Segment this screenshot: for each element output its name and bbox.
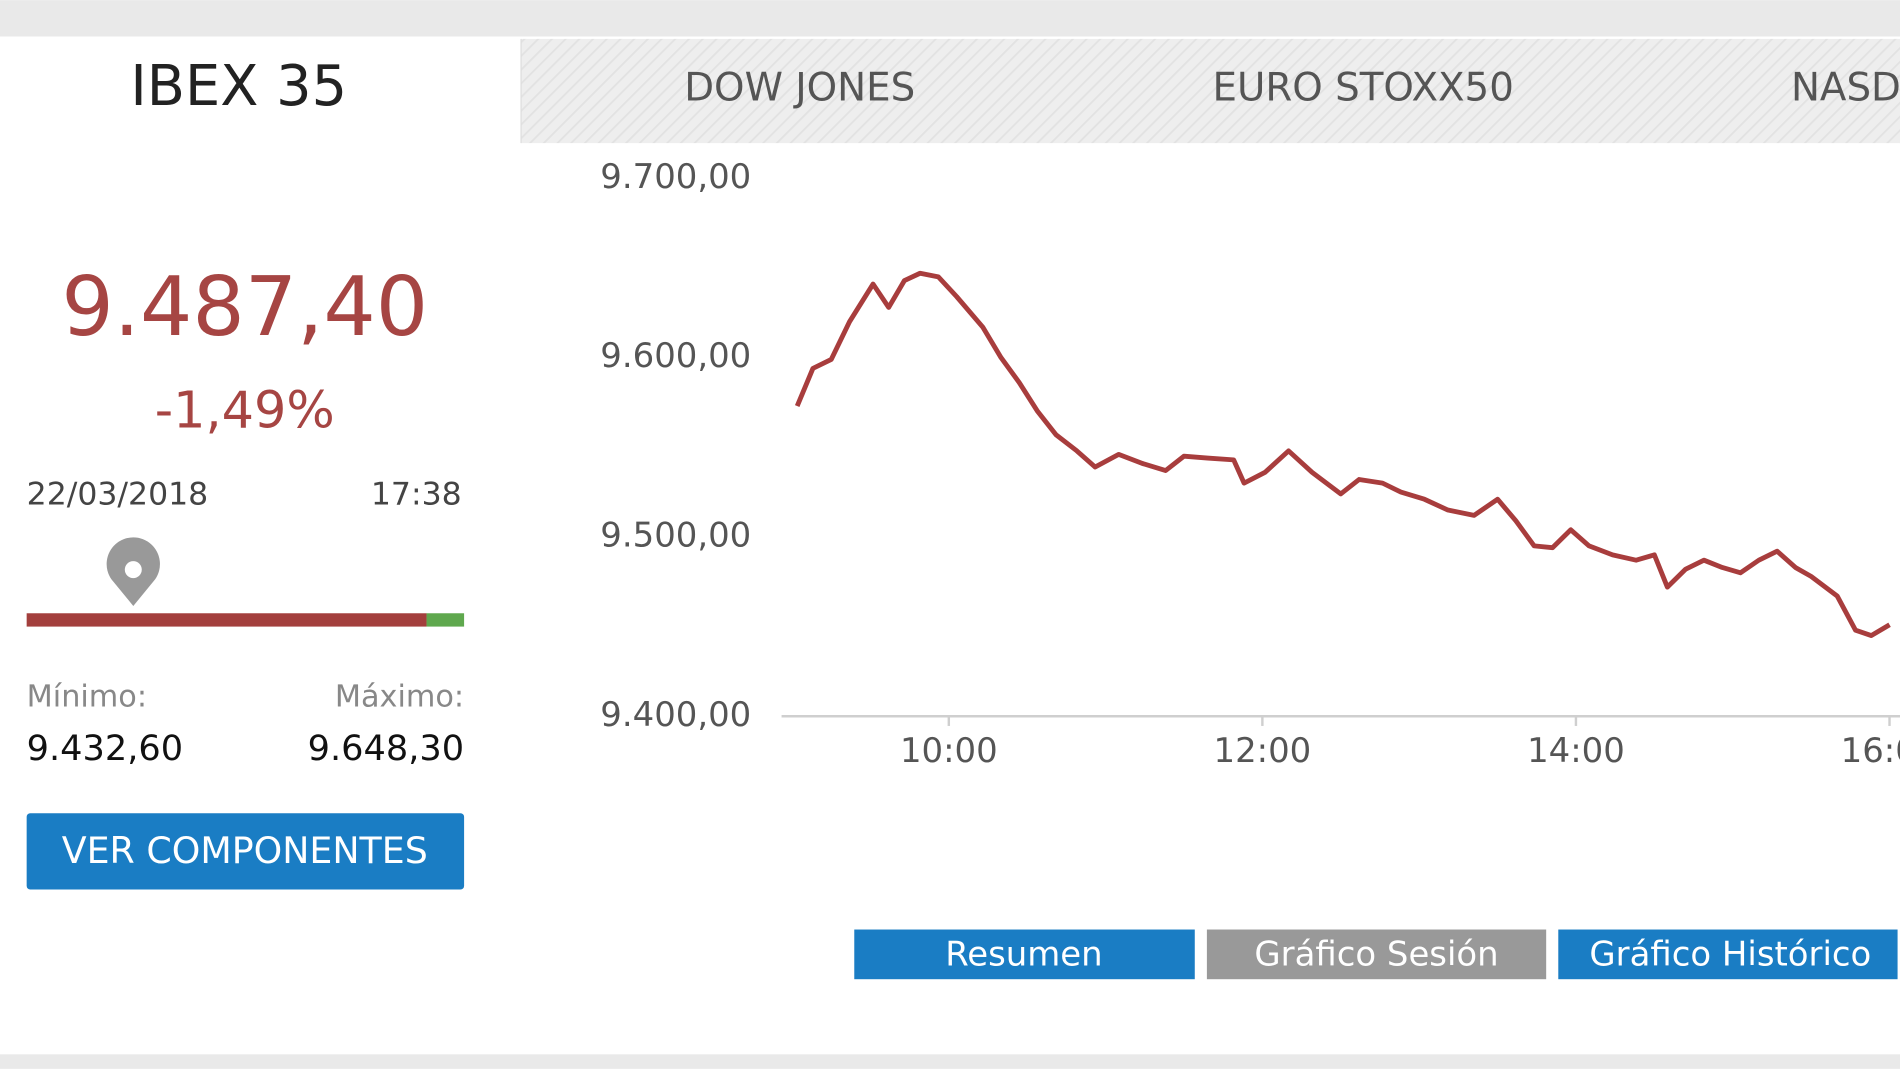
price-line (794, 270, 1891, 638)
tab[interactable]: EURO STOXX50 (1212, 65, 1513, 110)
tab[interactable]: DOW JONES (684, 65, 915, 110)
bottom-strip (0, 1054, 1900, 1069)
tab-bar (521, 38, 1900, 144)
x-tick-label: 16:00 (1841, 731, 1900, 770)
y-tick-label: 9.700,00 (600, 157, 751, 196)
active-tab[interactable]: IBEX 35 (130, 54, 347, 119)
x-tick-label: 10:00 (900, 731, 998, 770)
chart-button-label[interactable]: Gráfico Histórico (1589, 935, 1871, 974)
range-bar (26, 613, 427, 627)
tab[interactable]: NASDAQ (1791, 65, 1900, 110)
price: 9.487,40 (61, 260, 428, 355)
change: -1,49% (155, 381, 335, 440)
range-bar-up (426, 613, 465, 627)
components-button[interactable] (26, 813, 465, 890)
chart-button[interactable] (1206, 929, 1547, 980)
x-tick-label: 12:00 (1214, 731, 1312, 770)
time: 17:38 (371, 477, 462, 513)
chart-button-label[interactable]: Gráfico Sesión (1254, 935, 1498, 974)
chart-button[interactable] (854, 929, 1195, 980)
top-strip (0, 0, 1900, 37)
x-tick-label: 14:00 (1527, 731, 1625, 770)
range-marker (106, 537, 160, 606)
min-label: Mínimo: (27, 680, 147, 715)
y-tick-label: 9.500,00 (600, 515, 751, 554)
y-tick-label: 9.400,00 (600, 695, 751, 734)
y-tick-label: 9.600,00 (600, 336, 751, 375)
components-button-label[interactable]: VER COMPONENTES (62, 829, 428, 872)
date: 22/03/2018 (27, 477, 209, 513)
max-value: 9.648,30 (308, 728, 464, 769)
max-label: Máximo: (335, 680, 464, 715)
chart-button-label[interactable]: Resumen (945, 935, 1102, 974)
chart-button[interactable] (1558, 929, 1898, 980)
min-value: 9.432,60 (27, 728, 183, 769)
